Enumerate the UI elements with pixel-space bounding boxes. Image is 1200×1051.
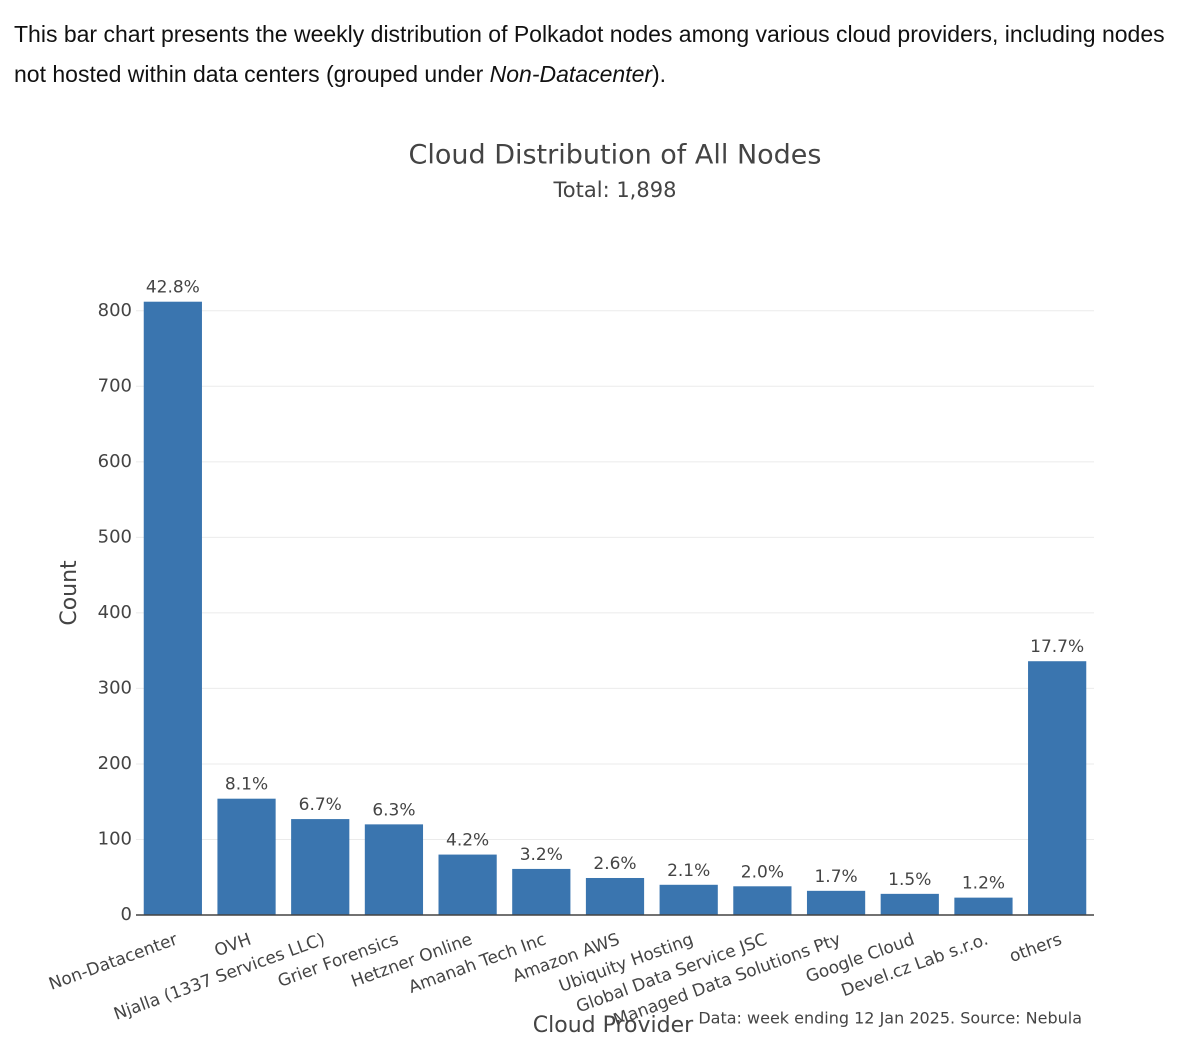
- y-tick-label: 200: [98, 753, 132, 774]
- bar: [291, 819, 350, 915]
- bar: [806, 890, 866, 915]
- bar: [585, 877, 645, 915]
- bar: [364, 824, 424, 915]
- intro-emphasis: Non-Datacenter: [489, 61, 653, 87]
- y-tick-label: 400: [98, 602, 132, 623]
- intro-text: This bar chart presents the weekly distr…: [14, 21, 1165, 87]
- source-note: Data: week ending 12 Jan 2025. Source: N…: [698, 1009, 1082, 1028]
- y-tick-label: 100: [98, 828, 132, 849]
- y-axis-title: Count: [57, 560, 82, 626]
- bar: [217, 798, 276, 915]
- bar: [143, 301, 202, 915]
- value-label: 3.2%: [520, 845, 563, 865]
- bar: [880, 893, 939, 915]
- y-tick-label: 0: [121, 904, 132, 925]
- value-label: 2.0%: [741, 862, 784, 882]
- chart-title: Cloud Distribution of All Nodes: [408, 140, 821, 171]
- value-label: 1.7%: [814, 867, 857, 887]
- bar: [512, 868, 571, 915]
- value-label: 4.2%: [446, 831, 489, 851]
- value-label: 1.2%: [962, 874, 1005, 894]
- y-tick-label: 500: [98, 526, 132, 547]
- value-label: 6.3%: [372, 800, 415, 820]
- value-label: 17.7%: [1030, 637, 1084, 657]
- bar: [659, 884, 718, 915]
- y-tick-label: 800: [98, 300, 132, 321]
- value-label: 1.5%: [888, 870, 931, 890]
- x-axis-title: Cloud Provider: [533, 1013, 694, 1038]
- intro: This bar chart presents the weekly distr…: [14, 14, 1184, 94]
- x-tick-label: Non-Datacenter: [46, 930, 180, 995]
- y-tick-label: 700: [98, 375, 132, 396]
- intro-text: ).: [652, 61, 667, 87]
- y-tick-label: 300: [98, 677, 132, 698]
- bar: [438, 854, 497, 915]
- bar: [733, 886, 792, 915]
- value-label: 8.1%: [225, 775, 268, 795]
- x-tick-label: others: [1007, 930, 1065, 967]
- chart-subtitle: Total: 1,898: [553, 178, 677, 202]
- bar: [1028, 661, 1087, 915]
- y-tick-label: 600: [98, 451, 132, 472]
- value-label: 2.6%: [593, 854, 636, 874]
- bar: [954, 897, 1013, 915]
- value-label: 42.8%: [146, 278, 200, 298]
- value-label: 6.7%: [299, 795, 342, 815]
- value-label: 2.1%: [667, 861, 710, 881]
